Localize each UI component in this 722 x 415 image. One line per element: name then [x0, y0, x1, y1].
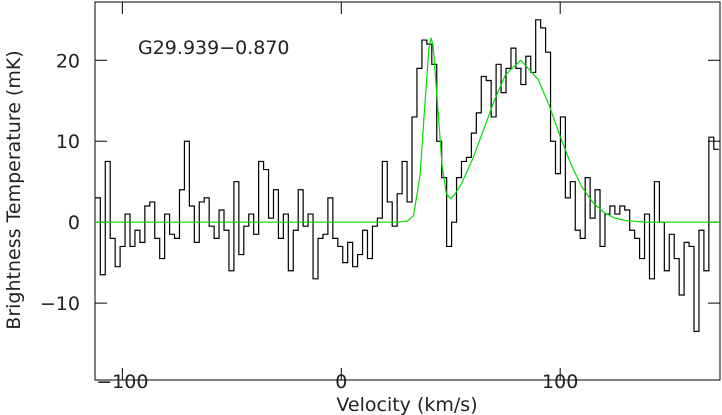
annotation: G29.939−0.870 — [138, 37, 290, 59]
y-tick-label: 0 — [68, 212, 80, 234]
y-axis-label: Brightness Temperature (mK) — [3, 50, 25, 329]
y-tick-label: −10 — [40, 293, 80, 315]
x-tick-label: −100 — [96, 371, 148, 393]
y-tick-label: 20 — [56, 50, 80, 72]
plot-frame — [94, 1, 721, 381]
x-tick-label: 100 — [542, 371, 578, 393]
spectrum-step — [95, 19, 719, 333]
x-axis-label: Velocity (km/s) — [336, 394, 477, 415]
x-tick-label: 0 — [335, 371, 347, 393]
fit-line — [95, 37, 720, 223]
y-tick-label: 10 — [56, 131, 80, 153]
